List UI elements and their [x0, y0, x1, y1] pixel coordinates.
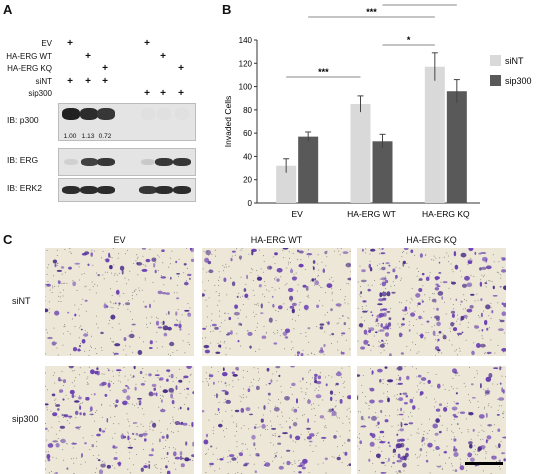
blot-strip	[58, 178, 196, 202]
blot-band	[173, 157, 191, 167]
bar	[350, 104, 371, 203]
y-tick-label: 80	[243, 106, 252, 115]
micrograph-stain	[202, 248, 351, 356]
y-tick-label: 0	[248, 199, 253, 208]
blot-band	[62, 185, 80, 195]
blot-strip	[58, 148, 196, 176]
blot-band	[156, 108, 172, 120]
blot-band	[155, 185, 173, 195]
blot-band	[62, 108, 80, 120]
blot-label: IB: p300	[7, 115, 39, 125]
p300-quantification: 1.13	[81, 133, 95, 140]
panel-b-label: B	[222, 2, 232, 17]
y-tick-label: 60	[243, 129, 252, 138]
y-tick-label: 20	[243, 176, 252, 185]
plus-mark: +	[178, 88, 184, 99]
column-label: HA-ERG WT	[250, 235, 303, 245]
plus-mark: +	[102, 63, 108, 74]
plus-mark: +	[102, 76, 108, 87]
plus-mark: +	[160, 51, 166, 62]
bar	[298, 136, 319, 203]
blot-band	[80, 157, 98, 167]
blot-label: IB: ERK2	[7, 183, 42, 193]
plus-mark: +	[160, 88, 166, 99]
blot-band	[140, 108, 156, 120]
significance-label: **	[416, 0, 424, 5]
row-label: siNT	[12, 296, 31, 306]
x-tick-label: HA-ERG KQ	[422, 209, 470, 219]
plus-mark: +	[85, 76, 91, 87]
blot-band	[80, 108, 98, 120]
micrograph-stain	[357, 366, 506, 474]
significance-label: ***	[318, 67, 329, 77]
plus-mark: +	[178, 63, 184, 74]
p300-quantification: 1.00	[63, 133, 77, 140]
micrograph-stain	[45, 366, 194, 474]
blot-band	[80, 185, 98, 195]
blot-band	[97, 108, 115, 120]
micrograph-image	[357, 248, 506, 356]
y-axis-label: Invaded Cells	[223, 96, 233, 148]
p300-quantification: 0.72	[98, 133, 112, 140]
micrograph-stain	[357, 248, 506, 356]
bar	[446, 91, 467, 203]
blot-label: IB: ERG	[7, 155, 39, 165]
panel-c-label: C	[3, 232, 13, 247]
legend-swatch	[490, 75, 501, 86]
condition-label: HA-ERG WT	[6, 52, 52, 61]
significance-label: ***	[366, 7, 377, 17]
condition-label: HA-ERG KQ	[7, 64, 52, 73]
blot-strip	[58, 103, 196, 141]
blot-band	[97, 157, 115, 167]
legend-label: sip300	[505, 76, 532, 86]
blot-band	[63, 158, 79, 166]
legend-label: siNT	[505, 56, 524, 66]
plus-mark: +	[144, 38, 150, 49]
plus-mark: +	[67, 76, 73, 87]
plus-mark: +	[144, 88, 150, 99]
panel-a-label: A	[3, 2, 13, 17]
blot-band	[97, 185, 115, 195]
blot-band	[174, 108, 190, 120]
y-tick-label: 40	[243, 152, 252, 161]
blot-band	[140, 158, 156, 166]
y-tick-label: 120	[239, 59, 253, 68]
micrograph-stain	[45, 248, 194, 356]
row-label: sip300	[12, 414, 39, 424]
legend-swatch	[490, 55, 501, 66]
blot-band	[173, 185, 191, 195]
plus-mark: +	[85, 51, 91, 62]
significance-label: *	[407, 35, 411, 45]
scale-bar	[465, 462, 503, 465]
plus-mark: +	[67, 38, 73, 49]
condition-label: EV	[41, 39, 52, 48]
micrograph-stain	[202, 366, 351, 474]
micrograph-image	[202, 366, 351, 474]
micrograph-image	[45, 366, 194, 474]
x-tick-label: EV	[291, 209, 303, 219]
condition-label: siNT	[35, 77, 52, 86]
bar	[372, 141, 393, 203]
blot-band	[139, 185, 157, 195]
bar	[276, 165, 297, 203]
micrograph-image	[45, 248, 194, 356]
invaded-cells-bar-chart: 0 20 40 60 80 100 120 140 Invaded Cells EV HA-ERG …	[223, 0, 532, 219]
micrograph-image	[357, 366, 506, 474]
micrograph-image	[202, 248, 351, 356]
x-tick-label: HA-ERG WT	[347, 209, 396, 219]
blot-band	[155, 157, 173, 167]
column-label: HA-ERG KQ	[406, 235, 457, 245]
bar	[424, 66, 445, 204]
condition-label: sip300	[28, 89, 52, 98]
column-label: EV	[113, 235, 126, 245]
y-tick-label: 100	[239, 83, 253, 92]
y-tick-label: 140	[239, 36, 253, 45]
